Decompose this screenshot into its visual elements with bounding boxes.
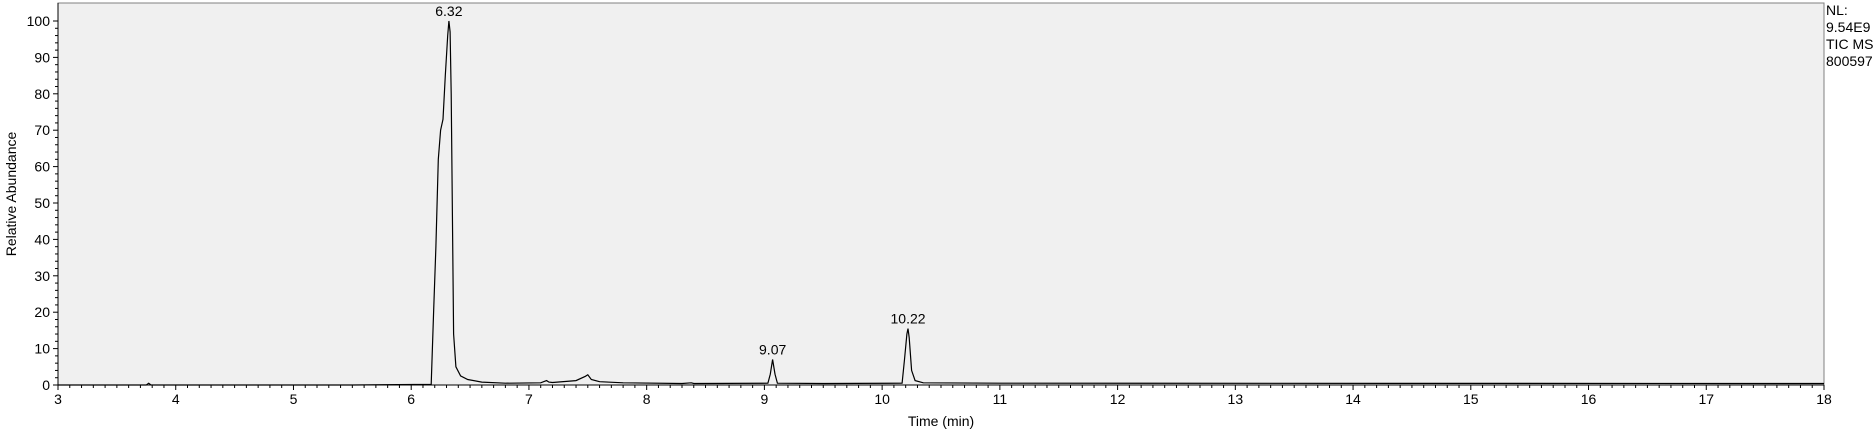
x-tick-label: 18 (1816, 391, 1832, 407)
x-tick-label: 16 (1581, 391, 1597, 407)
peak-label: 6.32 (435, 3, 462, 19)
y-tick-label: 60 (34, 159, 50, 175)
x-tick-label: 15 (1463, 391, 1479, 407)
y-tick-label: 10 (34, 341, 50, 357)
info-line-value: 9.54E9 (1826, 19, 1871, 35)
x-tick-label: 4 (172, 391, 180, 407)
y-tick-label: 90 (34, 49, 50, 65)
x-tick-label: 12 (1110, 391, 1126, 407)
plot-area (57, 2, 1825, 386)
x-tick-label: 14 (1345, 391, 1361, 407)
tic-trace-line (58, 20, 1825, 386)
x-tick-label: 7 (525, 391, 533, 407)
peak-label: 10.22 (891, 311, 926, 327)
x-axis-title: Time (min) (908, 413, 974, 429)
y-axis-title: Relative Abundance (3, 132, 19, 257)
info-line-scan: TIC MS (1826, 36, 1874, 52)
normalization-info: NL: 9.54E9 TIC MS 800597 (1826, 2, 1873, 70)
peak-labels: 6.32 9.07 10.22 (435, 3, 926, 358)
x-tick-label: 17 (1698, 391, 1714, 407)
info-line-nl: NL: (1826, 2, 1848, 18)
x-tick-label: 13 (1228, 391, 1244, 407)
x-tick-label: 11 (993, 391, 1008, 407)
y-tick-label: 20 (34, 304, 50, 320)
x-tick-label: 6 (407, 391, 415, 407)
y-tick-label: 80 (34, 86, 50, 102)
y-tick-label: 0 (42, 377, 50, 393)
x-tick-label: 3 (54, 391, 62, 407)
y-tick-label: 40 (34, 231, 50, 247)
y-axis: 0 10 20 30 40 50 60 70 80 90 100 (27, 13, 58, 393)
y-tick-label: 100 (27, 13, 51, 29)
peak-label: 9.07 (759, 342, 786, 358)
y-tick-label: 30 (34, 268, 50, 284)
y-tick-label: 70 (34, 122, 50, 138)
x-tick-label: 5 (290, 391, 298, 407)
y-tick-label: 50 (34, 195, 50, 211)
x-tick-label: 10 (874, 391, 890, 407)
x-axis: 3 4 5 6 7 8 9 10 11 12 13 14 15 16 17 18 (54, 385, 1832, 407)
x-tick-label: 9 (761, 391, 769, 407)
x-tick-label: 8 (643, 391, 651, 407)
info-line-id: 800597 (1826, 53, 1873, 69)
